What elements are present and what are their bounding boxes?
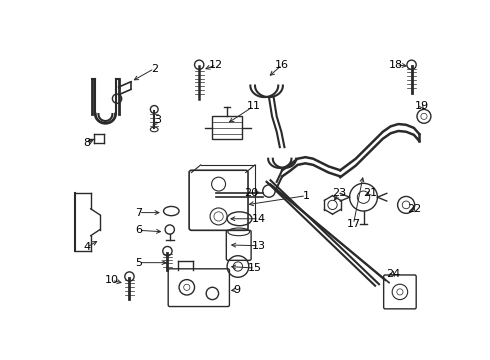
Text: 9: 9: [234, 285, 241, 294]
Text: 17: 17: [346, 219, 361, 229]
Text: 23: 23: [332, 188, 346, 198]
Text: 8: 8: [83, 138, 90, 148]
Text: 19: 19: [415, 101, 429, 111]
Text: 12: 12: [209, 60, 223, 70]
Text: 1: 1: [303, 191, 310, 201]
Text: 4: 4: [83, 242, 90, 252]
Text: 2: 2: [151, 64, 158, 73]
Text: 7: 7: [135, 208, 142, 217]
Text: 5: 5: [135, 258, 142, 267]
Text: 14: 14: [252, 214, 266, 224]
Text: 13: 13: [252, 241, 266, 251]
Text: 16: 16: [275, 60, 289, 70]
Text: 20: 20: [244, 188, 258, 198]
Text: 22: 22: [407, 204, 421, 214]
Bar: [212, 116, 242, 139]
Text: 11: 11: [246, 101, 261, 111]
Text: 18: 18: [389, 60, 403, 70]
Text: 10: 10: [105, 275, 119, 285]
Text: 15: 15: [248, 263, 262, 273]
Text: 21: 21: [363, 188, 377, 198]
Text: 24: 24: [386, 269, 400, 279]
Text: 3: 3: [155, 115, 162, 125]
Text: 6: 6: [135, 225, 142, 235]
